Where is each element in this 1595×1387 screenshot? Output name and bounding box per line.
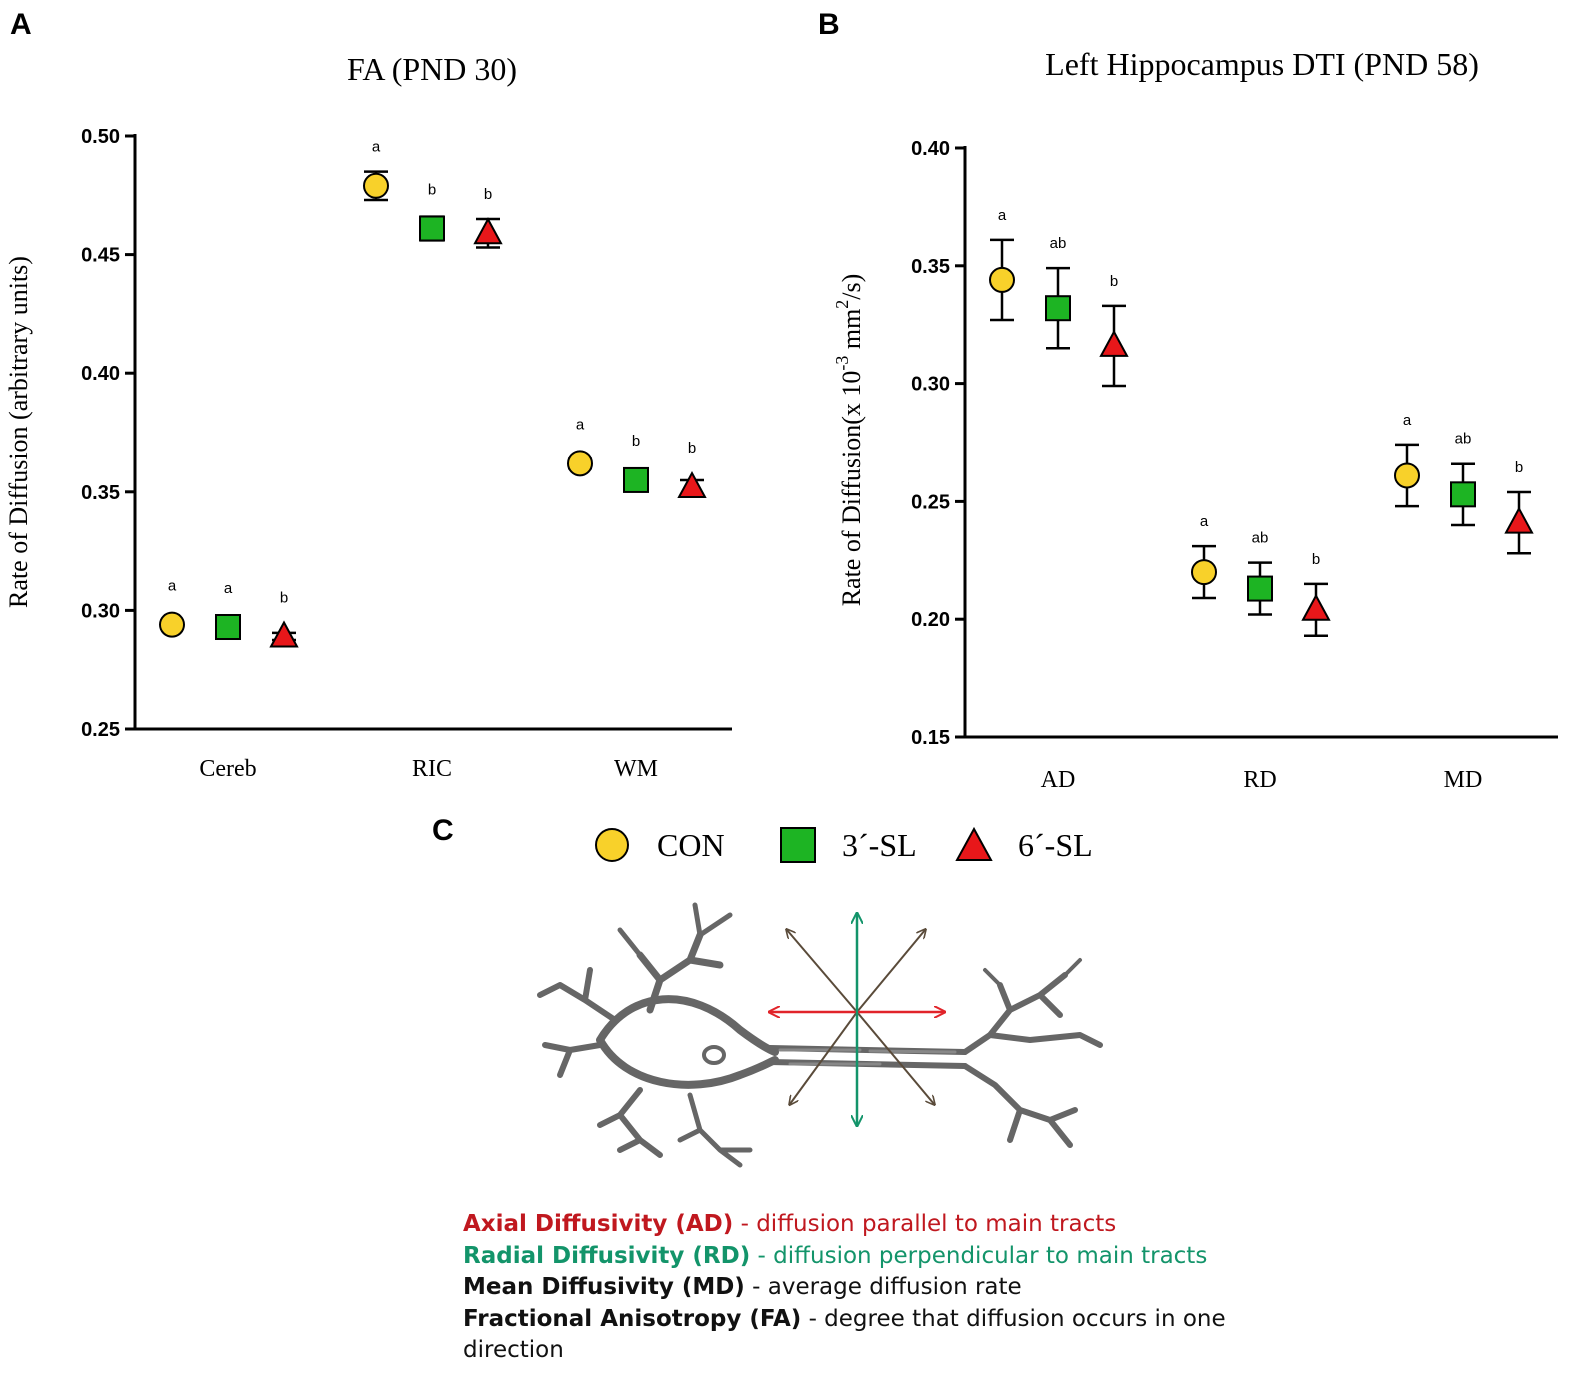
significance-label: a (168, 578, 177, 595)
significance-label: a (224, 580, 233, 597)
significance-label: b (1312, 551, 1320, 568)
dendrite (537, 967, 618, 1023)
diffusion-arrow-diagonal (856, 1011, 934, 1104)
data-point-3sl (419, 215, 445, 242)
x-tick-label: AD (1041, 767, 1076, 793)
chart-hippocampus-dti: Left Hippocampus DTI (PND 58) Rate of Di… (832, 46, 1558, 793)
diffusion-arrow-diagonal (856, 930, 925, 1013)
axon-terminal (962, 1063, 1078, 1148)
definition-ad: Axial Diffusivity (AD) - diffusion paral… (463, 1211, 1117, 1237)
significance-label: ab (1050, 235, 1067, 252)
significance-label: a (372, 139, 381, 156)
data-point-6sl (473, 217, 503, 245)
chart-fa-pnd30: FA (PND 30) Rate of Diffusion (arbitrary… (4, 51, 732, 782)
data-point-6sl (1099, 329, 1129, 357)
significance-label: b (688, 440, 696, 457)
myelin-sheath (778, 1048, 957, 1066)
data-point-con (159, 611, 185, 638)
y-tick-label: 0.35 (81, 482, 120, 504)
significance-label: a (1403, 412, 1412, 429)
y-tick-label: 0.15 (911, 727, 950, 749)
x-tick-label: RD (1243, 767, 1276, 793)
x-tick-label: Cereb (199, 756, 256, 782)
y-tick-label: 0.45 (81, 245, 120, 267)
significance-label: b (1515, 459, 1523, 476)
significance-label: b (484, 186, 492, 203)
significance-label: b (632, 433, 640, 450)
panel-label-c: C (432, 814, 454, 847)
data-point-3sl (623, 466, 649, 493)
data-point-con (567, 450, 593, 477)
neuron-illustration (537, 902, 1103, 1168)
panel-label-a: A (10, 8, 32, 41)
data-point-6sl (269, 620, 299, 648)
data-point-con (363, 172, 389, 199)
y-tick-label: 0.40 (911, 138, 950, 160)
diffusion-arrow-diagonal (787, 930, 858, 1013)
data-point-3sl (1045, 295, 1071, 322)
axon-terminal (983, 958, 1082, 987)
chart-b-ylabel: Rate of Diffusion(x 10-3 mm2/s) (832, 274, 866, 607)
legend-con-label: CON (657, 827, 725, 863)
definition-fa: Fractional Anisotropy (FA) - degree that… (463, 1305, 1226, 1364)
definitions-list: Axial Diffusivity (AD) - diffusion paral… (463, 1209, 1283, 1367)
legend-3sl-marker (780, 827, 816, 863)
data-point-con (989, 266, 1015, 293)
axon-terminal (987, 1032, 1103, 1048)
significance-label: b (428, 182, 436, 199)
panel-label-b: B (818, 8, 840, 41)
chart-b-title: Left Hippocampus DTI (PND 58) (1045, 46, 1479, 82)
y-tick-label: 0.25 (911, 491, 950, 513)
significance-label: ab (1455, 431, 1472, 448)
diffusion-arrow-diagonal (790, 1011, 858, 1104)
y-tick-label: 0.25 (81, 719, 120, 741)
y-tick-label: 0.30 (911, 374, 950, 396)
significance-label: a (576, 416, 585, 433)
significance-label: b (1110, 273, 1118, 290)
definition-md: Mean Diffusivity (MD) - average diffusio… (463, 1274, 1022, 1300)
data-point-6sl (677, 470, 707, 499)
data-point-con (1394, 462, 1420, 489)
legend-3sl-label: 3´-SL (842, 827, 917, 863)
dendrite (597, 1087, 663, 1158)
data-point-6sl (1301, 593, 1331, 621)
y-tick-label: 0.30 (81, 600, 120, 622)
definition-rd: Radial Diffusivity (RD) - diffusion perp… (463, 1242, 1208, 1269)
x-tick-label: RIC (412, 756, 452, 782)
data-point-3sl (215, 614, 241, 641)
chart-a-title: FA (PND 30) (347, 51, 517, 87)
legend-con-marker (595, 828, 629, 862)
data-point-6sl (1504, 506, 1534, 534)
axon-terminal (962, 972, 1068, 1055)
chart-a-ylabel: Rate of Diffusion (arbitrary units) (4, 256, 33, 608)
nucleus (702, 1045, 726, 1065)
soma-outline (596, 995, 779, 1089)
dendrite (542, 1042, 603, 1078)
legend: CON 3´-SL 6´-SL (595, 826, 1093, 863)
data-point-con (1191, 559, 1217, 586)
y-tick-label: 0.20 (911, 609, 950, 631)
data-point-3sl (1247, 575, 1273, 602)
x-tick-label: WM (614, 756, 658, 782)
significance-label: ab (1252, 530, 1269, 547)
y-tick-label: 0.40 (81, 363, 120, 385)
legend-6sl-marker (955, 826, 993, 861)
x-tick-label: MD (1444, 767, 1483, 793)
y-tick-label: 0.35 (911, 256, 950, 278)
significance-label: b (280, 589, 288, 606)
significance-label: a (1200, 513, 1209, 530)
dendrite (636, 931, 724, 1014)
data-point-3sl (1450, 481, 1476, 508)
y-tick-label: 0.50 (81, 126, 120, 148)
dendrite (677, 1092, 753, 1168)
dendrite (617, 902, 733, 958)
significance-label: a (998, 207, 1007, 224)
legend-6sl-label: 6´-SL (1018, 827, 1093, 863)
